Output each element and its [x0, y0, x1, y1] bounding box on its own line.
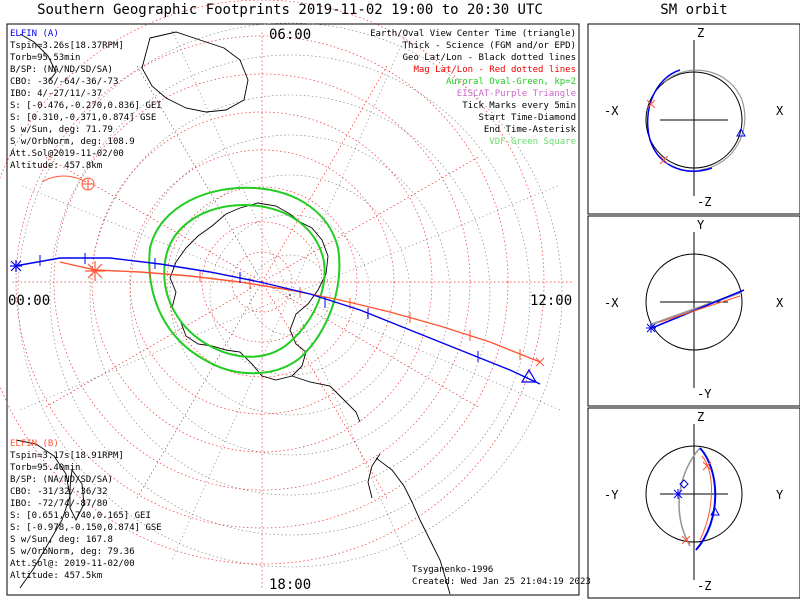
elfin-a-ticks: [39, 253, 479, 362]
elfin-b-line-5: IBO: -72/74/-87/80: [10, 499, 108, 509]
elfin-b-line-2: Torb=95.40min: [10, 463, 81, 473]
elfin-b-track: [59, 261, 545, 367]
sm1-left-label: -X: [604, 104, 619, 118]
elfin-a-line-11: Altitude: 457.8km: [10, 161, 103, 171]
elfin-a-line-3: B/SP: (NA/ND/SD/SA): [10, 65, 113, 75]
antarctica-coastline: [169, 202, 329, 381]
figure-title: Southern Geographic Footprints 2019-11-0…: [37, 2, 543, 18]
elfin-a-trace: [14, 257, 541, 385]
elfin-b-end-marker: [535, 357, 545, 367]
sm-panel-2-graphics: [645, 232, 745, 388]
sm-orbit-title: SM orbit: [660, 2, 728, 18]
auroral-oval-inner: [163, 203, 326, 358]
elfin-a-line-9: S w/OrbNorm, deg: 108.9: [10, 137, 135, 147]
legend-geo-latlon: Geo Lat/Lon - Black dotted lines: [402, 53, 576, 63]
antarctic-peninsula: [291, 375, 361, 423]
sm2-left-label: -X: [604, 296, 619, 310]
created-timestamp: Created: Wed Jan 25 21:04:19 2023: [412, 577, 591, 587]
elfin-a-line-7: S: [0.310,-0.371,0.874] GSE: [10, 113, 157, 123]
sm3-bottom-label: -Z: [697, 579, 712, 593]
auroral-oval: [148, 186, 341, 375]
geo-latitude-circles: [17, 22, 563, 568]
elfin-b-line-9: S w/OrbNorm, deg: 79.36: [10, 547, 135, 557]
madagascar-coastline: [69, 468, 85, 522]
mlt-label-right: 12:00: [530, 293, 573, 309]
elfin-a-view-center-triangle: [520, 368, 538, 383]
elfin-a-line-5: IBO: 4/-27/11/-37: [10, 89, 103, 99]
legend-thick-science: Thick - Science (FGM and/or EPD): [402, 41, 576, 51]
legend-view-center: Earth/Oval View Center Time (triangle): [370, 29, 576, 39]
elfin-b-line-8: S w/Sun, deg: 167.8: [10, 535, 113, 545]
sm2-bottom-label: -Y: [697, 387, 712, 401]
legend-tick-marks: Tick Marks every 5min: [462, 101, 576, 111]
elfin-a-line-4: CBO: -36/-64/-36/-73: [10, 77, 119, 87]
legend-end-time: End Time-Asterisk: [483, 125, 576, 135]
sm3-top-label: Z: [697, 410, 705, 424]
elfin-a-start-marker: [10, 260, 22, 272]
mlt-label-top: 06:00: [269, 27, 312, 43]
map-frame: [6, 23, 580, 596]
elfin-a-line-8: S w/Sun, deg: 71.79: [10, 125, 113, 135]
sm3-left-label: -Y: [604, 488, 619, 502]
elfin-b-line-4: CBO: -31/32/-36/32: [10, 487, 108, 497]
elfin-a-line-6: S: [-0.476,-0.270,0.836] GEI: [10, 101, 162, 111]
sm2-right-label: X: [776, 296, 784, 310]
sm-panel-frame-3: [587, 407, 800, 599]
elfin-a-line-10: Att.Sol@2019-11-02/00: [10, 149, 124, 159]
elfin-b-line-1: Tspin=3.17s[18.91RPM]: [10, 451, 124, 461]
australia-coastline: [141, 31, 249, 113]
elfin-b-name: ELFIN (B): [10, 439, 59, 449]
mlt-label-bottom: 18:00: [269, 577, 312, 593]
elfin-b-line-6: S: [0.651,0.740,0.165] GEI: [10, 511, 151, 521]
legend-eiscat: EISCAT-Purple Triangle: [456, 89, 576, 99]
sm3-right-label: Y: [776, 488, 784, 502]
mag-meridians: [10, 30, 572, 590]
legend-start-time: Start Time-Diamond: [478, 113, 576, 123]
legend-mag-latlon: Mag Lat/Lon - Red dotted lines: [413, 65, 576, 75]
model-label: Tsyganenko-1996: [412, 565, 494, 575]
elfin-b-line-10: Att.Sol@: 2019-11-02/00: [10, 559, 135, 569]
legend-auroral-oval: Auroral Oval-Green, kp=2: [445, 77, 576, 87]
south-america-coastline: [375, 457, 451, 595]
auroral-oval-outer: [148, 186, 341, 375]
elfin-b-partial-arc: [41, 175, 95, 191]
elfin-b-line-3: B/SP: (NA/ND/SD/SA): [10, 475, 113, 485]
elfin-b-line-7: S: [-0.978,-0.150,0.874] GSE: [10, 523, 162, 533]
sm-panel-frame-2: [587, 215, 800, 407]
legend-vdf: VDF-Green Square: [489, 137, 576, 147]
elfin-a-track: [10, 253, 541, 385]
sm-panel-1-graphics: [645, 40, 746, 196]
elfin-a-line-1: Tspin=3.26s[18.37RPM]: [10, 41, 124, 51]
sm2-top-label: Y: [697, 218, 705, 232]
sm-panel-frame-1: [587, 23, 800, 215]
south-america-coastline-2: [367, 453, 381, 499]
elfin-b-start-marker: [85, 261, 105, 281]
new-zealand-coastline: [19, 33, 57, 81]
geo-meridians: [19, 29, 561, 561]
elfin-a-line-2: Torb=95.53min: [10, 53, 81, 63]
coastlines: [15, 31, 451, 595]
sm1-right-label: X: [776, 104, 784, 118]
elfin-a-name: ELFIN (A): [10, 29, 59, 39]
sm1-bottom-label: -Z: [697, 195, 712, 209]
sm-panel-3-graphics: [645, 424, 743, 580]
elfin-b-line-11: Altitude: 457.5km: [10, 571, 103, 581]
sm1-top-label: Z: [697, 26, 705, 40]
elfin-b-trace: [59, 261, 541, 363]
mlt-label-left: 00:00: [8, 293, 51, 309]
elfin-b-ticks: [149, 267, 521, 360]
